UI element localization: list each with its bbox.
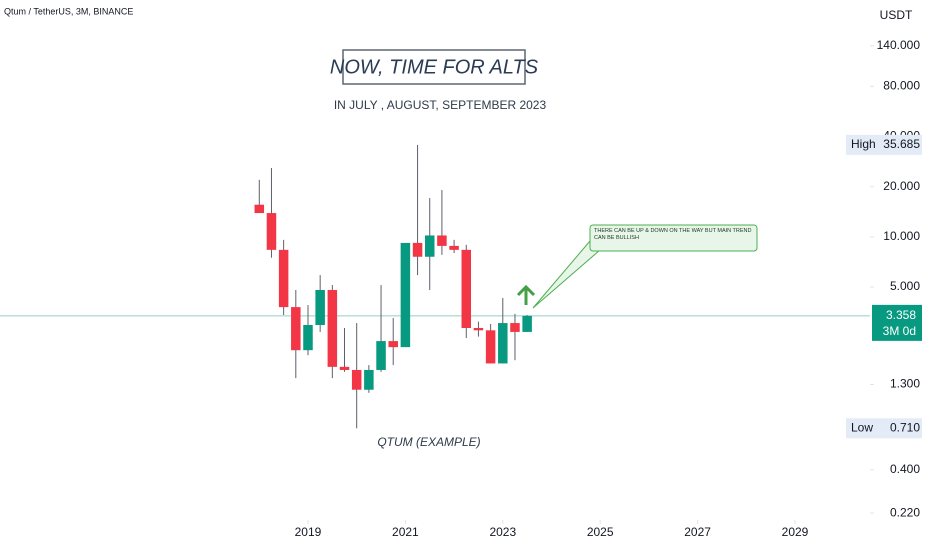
callout-box: [589, 224, 758, 252]
axis-unit: USDT: [880, 8, 913, 22]
candle-body: [327, 290, 338, 367]
candle-body: [510, 323, 520, 332]
candle-body: [498, 323, 508, 364]
last-price-countdown: 3M 0d: [883, 324, 916, 338]
callout-wrap: THERE CAN BE UP & DOWN ON THE WAY BUT MA…: [594, 228, 752, 241]
y-tick-label: 10.000: [883, 229, 920, 243]
high-marker-label: High: [851, 137, 876, 151]
candle-body: [522, 315, 532, 332]
symbol-header: Qtum / TetherUS, 3M, BINANCE: [4, 6, 133, 16]
y-tick-label: 0.220: [890, 505, 920, 519]
candle-body: [266, 213, 277, 250]
subtitle: IN JULY , AUGUST, SEPTEMBER 2023: [334, 98, 547, 112]
y-tick-label: 80.000: [883, 79, 920, 93]
low-marker-value: 0.710: [890, 420, 920, 434]
candle-body: [351, 369, 362, 390]
candle-body: [400, 242, 411, 348]
last-price-value: 3.358: [886, 308, 916, 322]
y-tick-label: 5.000: [890, 279, 920, 293]
high-marker-value: 35.685: [883, 137, 920, 151]
x-tick-label: 2019: [295, 525, 322, 539]
high-marker-box: [846, 134, 922, 155]
x-tick-label: 2025: [587, 525, 614, 539]
x-tick-label: 2027: [684, 525, 711, 539]
candle-body: [303, 324, 313, 351]
candle-body: [485, 330, 496, 364]
candle-body: [364, 369, 374, 390]
candle-body: [254, 204, 265, 214]
x-tick-label: 2023: [489, 525, 516, 539]
y-tick-label: 1.300: [890, 377, 920, 391]
low-marker-label: Low: [851, 420, 873, 434]
candle-body: [412, 242, 423, 257]
chart-title: NOW, TIME FOR ALTS: [330, 56, 539, 78]
candle-body: [376, 341, 386, 370]
candle-body: [461, 249, 472, 328]
title-box: [342, 49, 526, 85]
arrow-up: [516, 284, 536, 305]
candle-body: [278, 249, 289, 308]
callout-text: THERE CAN BE UP & DOWN ON THE WAY BUT MA…: [594, 228, 752, 241]
y-tick-label: 20.000: [883, 179, 920, 193]
candle-body: [339, 366, 350, 370]
candle-body: [315, 290, 325, 325]
candle-body: [473, 327, 484, 331]
low-marker-box: [846, 418, 922, 439]
y-tick-label: 0.400: [890, 462, 920, 476]
x-tick-label: 2021: [392, 525, 419, 539]
candle-body: [388, 341, 398, 348]
candle-body: [291, 307, 301, 351]
annotation: QTUM (EXAMPLE): [377, 435, 480, 449]
last-price-box: [872, 304, 922, 341]
y-tick-label: 140.000: [877, 38, 921, 52]
candle-body: [437, 235, 447, 246]
candle-body: [424, 235, 435, 257]
x-tick-label: 2029: [782, 525, 809, 539]
candle-body: [449, 245, 459, 250]
